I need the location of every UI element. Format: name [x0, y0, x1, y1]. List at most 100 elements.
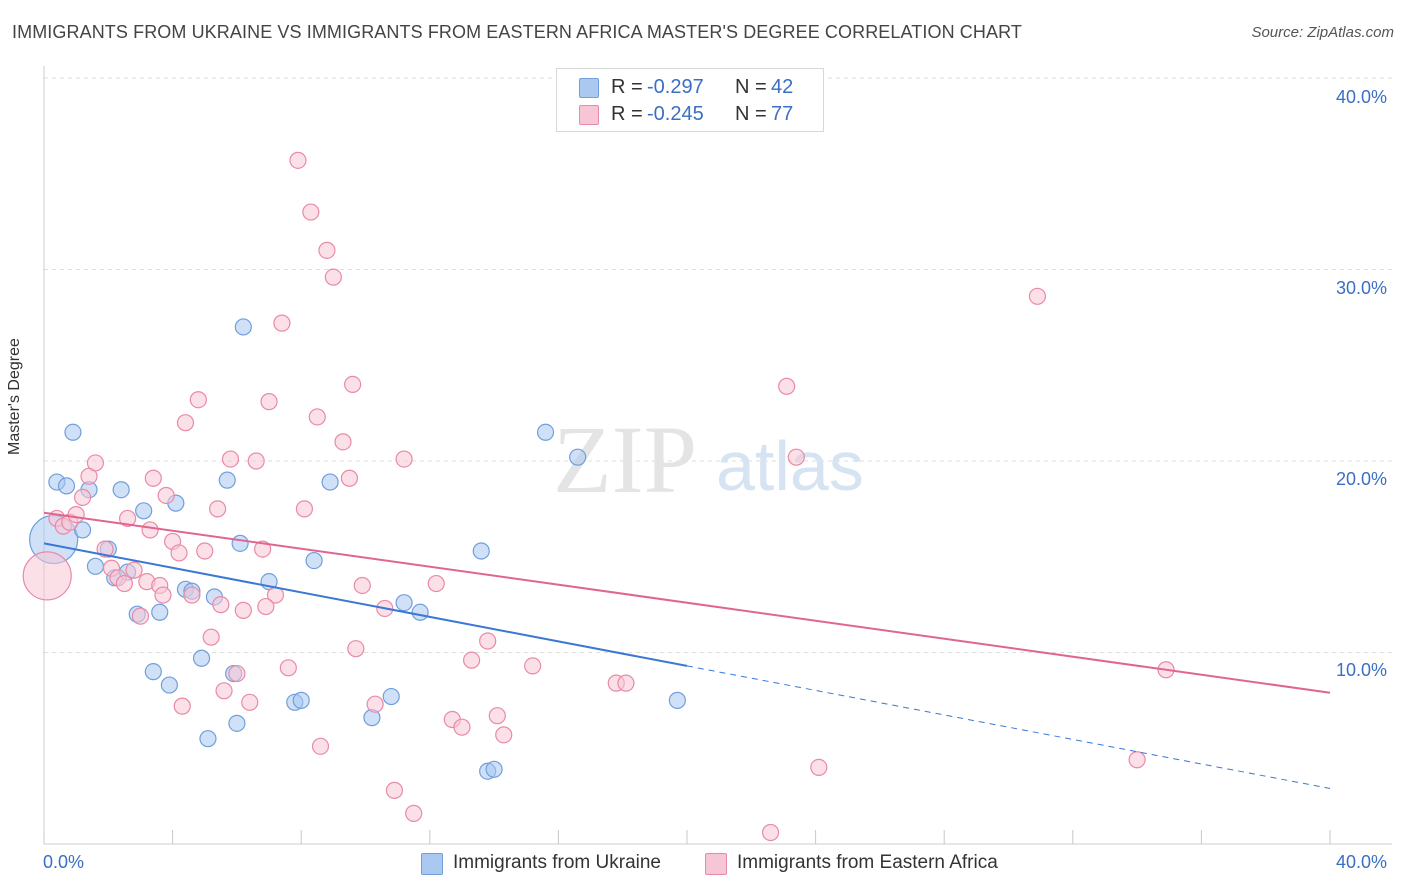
stats-swatch-ukraine [579, 78, 599, 98]
point-eastern-africa [257, 597, 275, 616]
point-ukraine [228, 714, 246, 732]
trend-line-eastern-africa [43, 511, 1331, 694]
point-eastern-africa [787, 448, 805, 466]
point-eastern-africa [810, 758, 828, 777]
point-eastern-africa [308, 408, 326, 426]
point-eastern-africa [115, 574, 133, 593]
point-eastern-africa [173, 697, 191, 715]
watermark-atlas: atlas [716, 427, 864, 505]
point-eastern-africa [144, 469, 162, 487]
point-ukraine [536, 423, 555, 441]
point-eastern-africa [340, 469, 359, 487]
point-eastern-africa [86, 454, 105, 472]
point-ukraine [411, 603, 429, 621]
point-ukraine [485, 760, 503, 778]
axes [43, 66, 1392, 845]
point-ukraine [234, 318, 252, 336]
point-eastern-africa [324, 268, 342, 286]
point-eastern-africa [157, 486, 175, 505]
point-eastern-africa [154, 586, 172, 604]
legend-swatch-eastern-africa [705, 853, 727, 875]
point-ukraine [569, 448, 587, 466]
point-ukraine [144, 663, 162, 681]
point-ukraine [668, 691, 686, 709]
point-eastern-africa [617, 674, 635, 692]
point-ukraine [472, 542, 490, 560]
point-eastern-africa [209, 500, 227, 518]
point-eastern-africa [778, 377, 796, 395]
legend-label-ukraine: Immigrants from Ukraine [453, 852, 661, 873]
point-eastern-africa [279, 659, 297, 677]
legend-label-eastern-africa: Immigrants from Eastern Africa [737, 852, 998, 873]
point-eastern-africa [118, 509, 137, 528]
stats-n-label: N = [735, 76, 767, 98]
point-eastern-africa [247, 452, 265, 470]
stats-n-value: 42 [771, 76, 794, 98]
point-eastern-africa [488, 707, 506, 725]
stats-r-label: R = [611, 103, 643, 125]
point-eastern-africa [347, 640, 365, 658]
point-ukraine [135, 502, 153, 520]
point-eastern-africa [1028, 287, 1047, 305]
point-eastern-africa [302, 203, 320, 221]
x-tick-label-0: 0.0% [43, 852, 85, 872]
point-ukraine [86, 557, 105, 575]
point-eastern-africa [524, 657, 542, 675]
point-eastern-africa [228, 664, 246, 683]
trend-line-ukraine-extension [686, 665, 1331, 789]
point-ukraine [73, 521, 92, 539]
point-eastern-africa [22, 551, 72, 601]
point-eastern-africa [273, 314, 291, 332]
point-eastern-africa [295, 500, 314, 518]
point-ukraine [64, 423, 82, 441]
point-ukraine [199, 730, 217, 748]
stats-n-value: 77 [771, 103, 794, 125]
point-ukraine [112, 481, 130, 499]
y-tick-label-30: 30.0% [1336, 278, 1388, 298]
point-eastern-africa [366, 695, 384, 713]
correlation-stats-box: R = -0.297 N = 42 R = -0.245 N = 77 [556, 68, 824, 132]
legend-swatch-ukraine [421, 853, 443, 875]
point-ukraine [395, 594, 413, 612]
point-eastern-africa [241, 693, 259, 711]
point-eastern-africa [125, 561, 143, 579]
point-eastern-africa [260, 393, 278, 411]
point-eastern-africa [761, 823, 780, 842]
point-eastern-africa [254, 540, 272, 558]
point-eastern-africa [1128, 751, 1146, 769]
point-ukraine [292, 691, 310, 709]
stats-swatch-eastern-africa [579, 105, 599, 125]
point-eastern-africa [344, 375, 362, 393]
point-eastern-africa [427, 574, 445, 593]
stats-r-value: -0.297 [647, 76, 704, 98]
point-ukraine [305, 551, 323, 570]
point-eastern-africa [311, 737, 330, 755]
trend-line-ukraine [43, 542, 688, 667]
point-eastern-africa [234, 601, 252, 619]
point-eastern-africa [395, 450, 413, 468]
point-eastern-africa [131, 607, 150, 625]
y-tick-label-10: 10.0% [1336, 660, 1388, 680]
point-eastern-africa [215, 682, 233, 700]
point-eastern-africa [479, 632, 497, 650]
chart-title: IMMIGRANTS FROM UKRAINE VS IMMIGRANTS FR… [12, 22, 1022, 42]
point-ukraine [57, 477, 76, 495]
grid-lines [44, 77, 1392, 653]
point-ukraine [382, 687, 400, 706]
stats-r-label: R = [611, 76, 643, 98]
stats-n-label: N = [735, 103, 767, 125]
point-eastern-africa [353, 576, 371, 595]
point-eastern-africa [453, 718, 471, 736]
stats-r-value: -0.245 [647, 103, 704, 125]
point-ukraine [321, 473, 339, 491]
point-eastern-africa [385, 781, 404, 799]
point-eastern-africa [170, 544, 188, 562]
point-eastern-africa [318, 241, 336, 259]
point-ukraine [160, 676, 178, 694]
point-ukraine [218, 471, 236, 489]
point-eastern-africa [96, 540, 114, 558]
source-label: Source: ZipAtlas.com [1251, 24, 1394, 41]
point-eastern-africa [495, 726, 513, 744]
point-eastern-africa [289, 151, 307, 169]
